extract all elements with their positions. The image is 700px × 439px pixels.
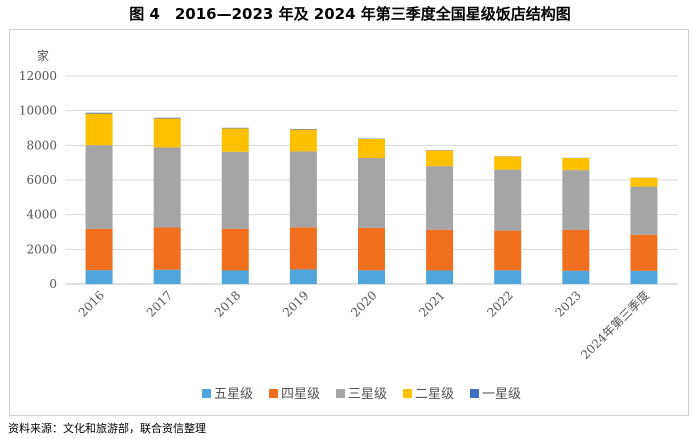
bar-segment [358, 227, 385, 271]
bar-segment [630, 177, 658, 187]
bars [85, 112, 658, 284]
bar-segment [85, 113, 113, 146]
bar-segment [494, 169, 522, 231]
x-tick-label: 2019 [280, 288, 311, 319]
bar-segment [494, 156, 522, 170]
bar-segment [562, 157, 590, 171]
y-tick-label: 4000 [26, 208, 57, 222]
bar-segment [289, 227, 317, 270]
bar-segment [85, 145, 113, 229]
legend-label: 一星级 [482, 387, 521, 402]
bar-segment [426, 270, 454, 284]
y-tick-label: 0 [49, 277, 57, 291]
bar-segment [630, 234, 658, 271]
x-tick-label: 2022 [484, 288, 515, 319]
y-tick-label: 6000 [26, 173, 57, 187]
bar-segment [358, 157, 385, 228]
legend-swatch [202, 389, 211, 398]
legend-label: 三星级 [348, 387, 387, 402]
bar-segment [358, 270, 385, 284]
y-tick-label: 8000 [26, 138, 57, 152]
y-tick-label: 10000 [19, 104, 57, 118]
chart-frame: 0 2000 4000 6000 8000 10000 12000 2016 2017 2018… [9, 29, 689, 416]
bar-segment [426, 166, 454, 230]
source-note: 资料来源：文化和旅游部，联合资信整理 [8, 422, 206, 435]
bar-segment [153, 118, 181, 148]
bar-segment [221, 151, 249, 229]
bar-segment [153, 117, 181, 119]
bar-segment [426, 229, 454, 271]
bar-segment [562, 270, 590, 284]
bar-segment [289, 269, 317, 284]
bar-segment [289, 129, 317, 152]
legend-label: 四星级 [281, 387, 320, 402]
legend-swatch [403, 389, 412, 398]
bar-segment [494, 270, 522, 284]
bar-segment [221, 128, 249, 152]
bar-segment [153, 227, 181, 270]
legend-swatch [269, 389, 278, 398]
stacked-bar-chart: 0 2000 4000 6000 8000 10000 12000 2016 2017 2018… [19, 48, 678, 402]
bar-segment [630, 270, 658, 284]
legend-label: 五星级 [214, 387, 253, 402]
y-tick-label: 12000 [19, 69, 57, 83]
x-tick-label: 2021 [416, 288, 447, 319]
y-tick-label: 2000 [26, 242, 57, 256]
y-axis-ticks: 0 2000 4000 6000 8000 10000 12000 [19, 69, 57, 291]
bar-segment [85, 112, 113, 114]
bar-segment [153, 269, 181, 284]
legend-swatch [470, 389, 479, 398]
legend-label: 二星级 [415, 387, 454, 402]
y-unit-label: 家 [37, 48, 49, 63]
x-tick-label: 2017 [144, 288, 175, 319]
legend: 五星级 四星级 三星级 二星级 一星级 [202, 387, 521, 402]
x-tick-label: 2016 [76, 288, 107, 319]
bar-segment [562, 229, 590, 271]
x-axis-ticks: 2016 2017 2018 2019 2020 2021 2022 20232024年第三季… [76, 288, 652, 363]
x-tick-label: 2024年第三季度 [577, 288, 652, 363]
bar-segment [289, 151, 317, 228]
bar-segment [562, 170, 590, 230]
bar-segment [221, 228, 249, 271]
bar-segment [153, 147, 181, 228]
bar-segment [358, 138, 385, 158]
bar-segment [221, 270, 249, 284]
x-tick-label: 2020 [348, 288, 379, 319]
bar-segment [221, 127, 249, 129]
x-tick-label: 2023 [552, 288, 583, 319]
bar-segment [85, 270, 113, 284]
bar-segment [289, 129, 317, 130]
bar-segment [630, 186, 658, 235]
bar-segment [426, 150, 454, 167]
bar-segment [85, 228, 113, 271]
figure-title: 图 4 2016—2023 年及 2024 年第三季度全国星级饭店结构图 [129, 5, 571, 23]
bar-segment [494, 230, 522, 271]
x-tick-label: 2018 [212, 288, 243, 319]
legend-swatch [336, 389, 345, 398]
